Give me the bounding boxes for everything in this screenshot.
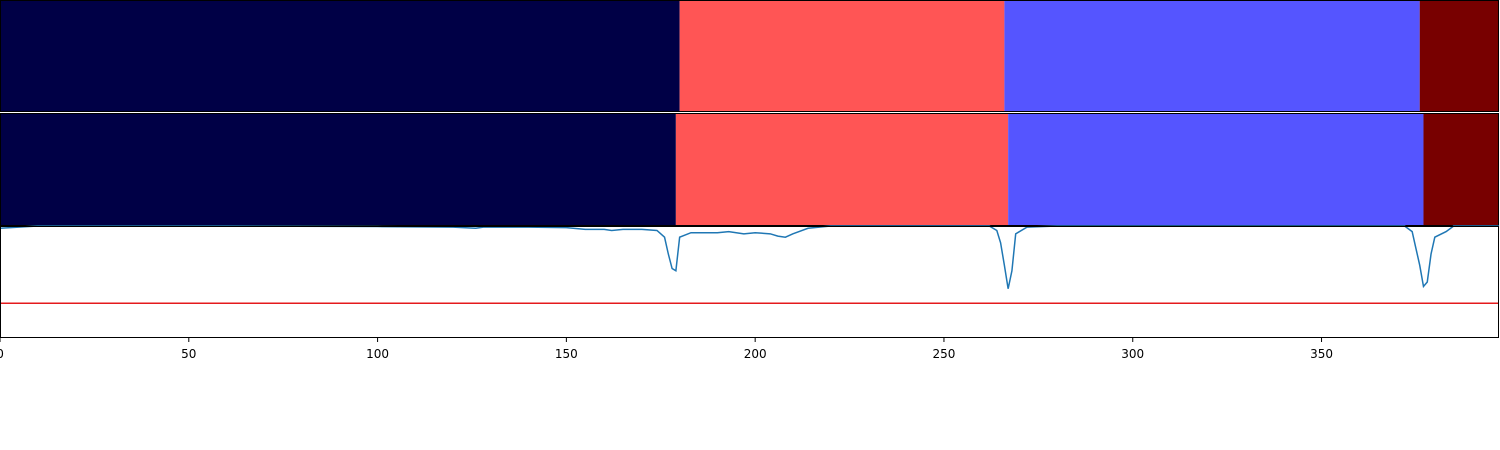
- segment-4: [1419, 0, 1499, 112]
- x-tick-label: 100: [366, 347, 389, 361]
- x-tick-label: 300: [1121, 347, 1144, 361]
- segment-2: [675, 113, 1009, 226]
- panel-frame: [0, 0, 1499, 112]
- line-plot-panel: 0 50 100 150 200 250 300 350: [0, 225, 1499, 361]
- x-tick-label: 50: [181, 347, 196, 361]
- panel-frame: [0, 113, 1499, 226]
- x-tick-label: 200: [744, 347, 767, 361]
- x-tick-label: 250: [933, 347, 956, 361]
- segment-1: [0, 113, 676, 226]
- x-tick-label: 150: [555, 347, 578, 361]
- segment-2: [679, 0, 1005, 112]
- segment-4: [1423, 113, 1499, 226]
- plot-frame: [0, 226, 1499, 338]
- segmentation-panel-bottom: [0, 113, 1499, 226]
- segment-1: [0, 0, 680, 112]
- segmentation-panel-top: [0, 0, 1499, 112]
- segment-3: [1008, 113, 1424, 226]
- x-tick-label: 350: [1310, 347, 1333, 361]
- series-line: [0, 225, 1499, 289]
- segment-3: [1004, 0, 1420, 112]
- x-tick-label: 0: [0, 347, 4, 361]
